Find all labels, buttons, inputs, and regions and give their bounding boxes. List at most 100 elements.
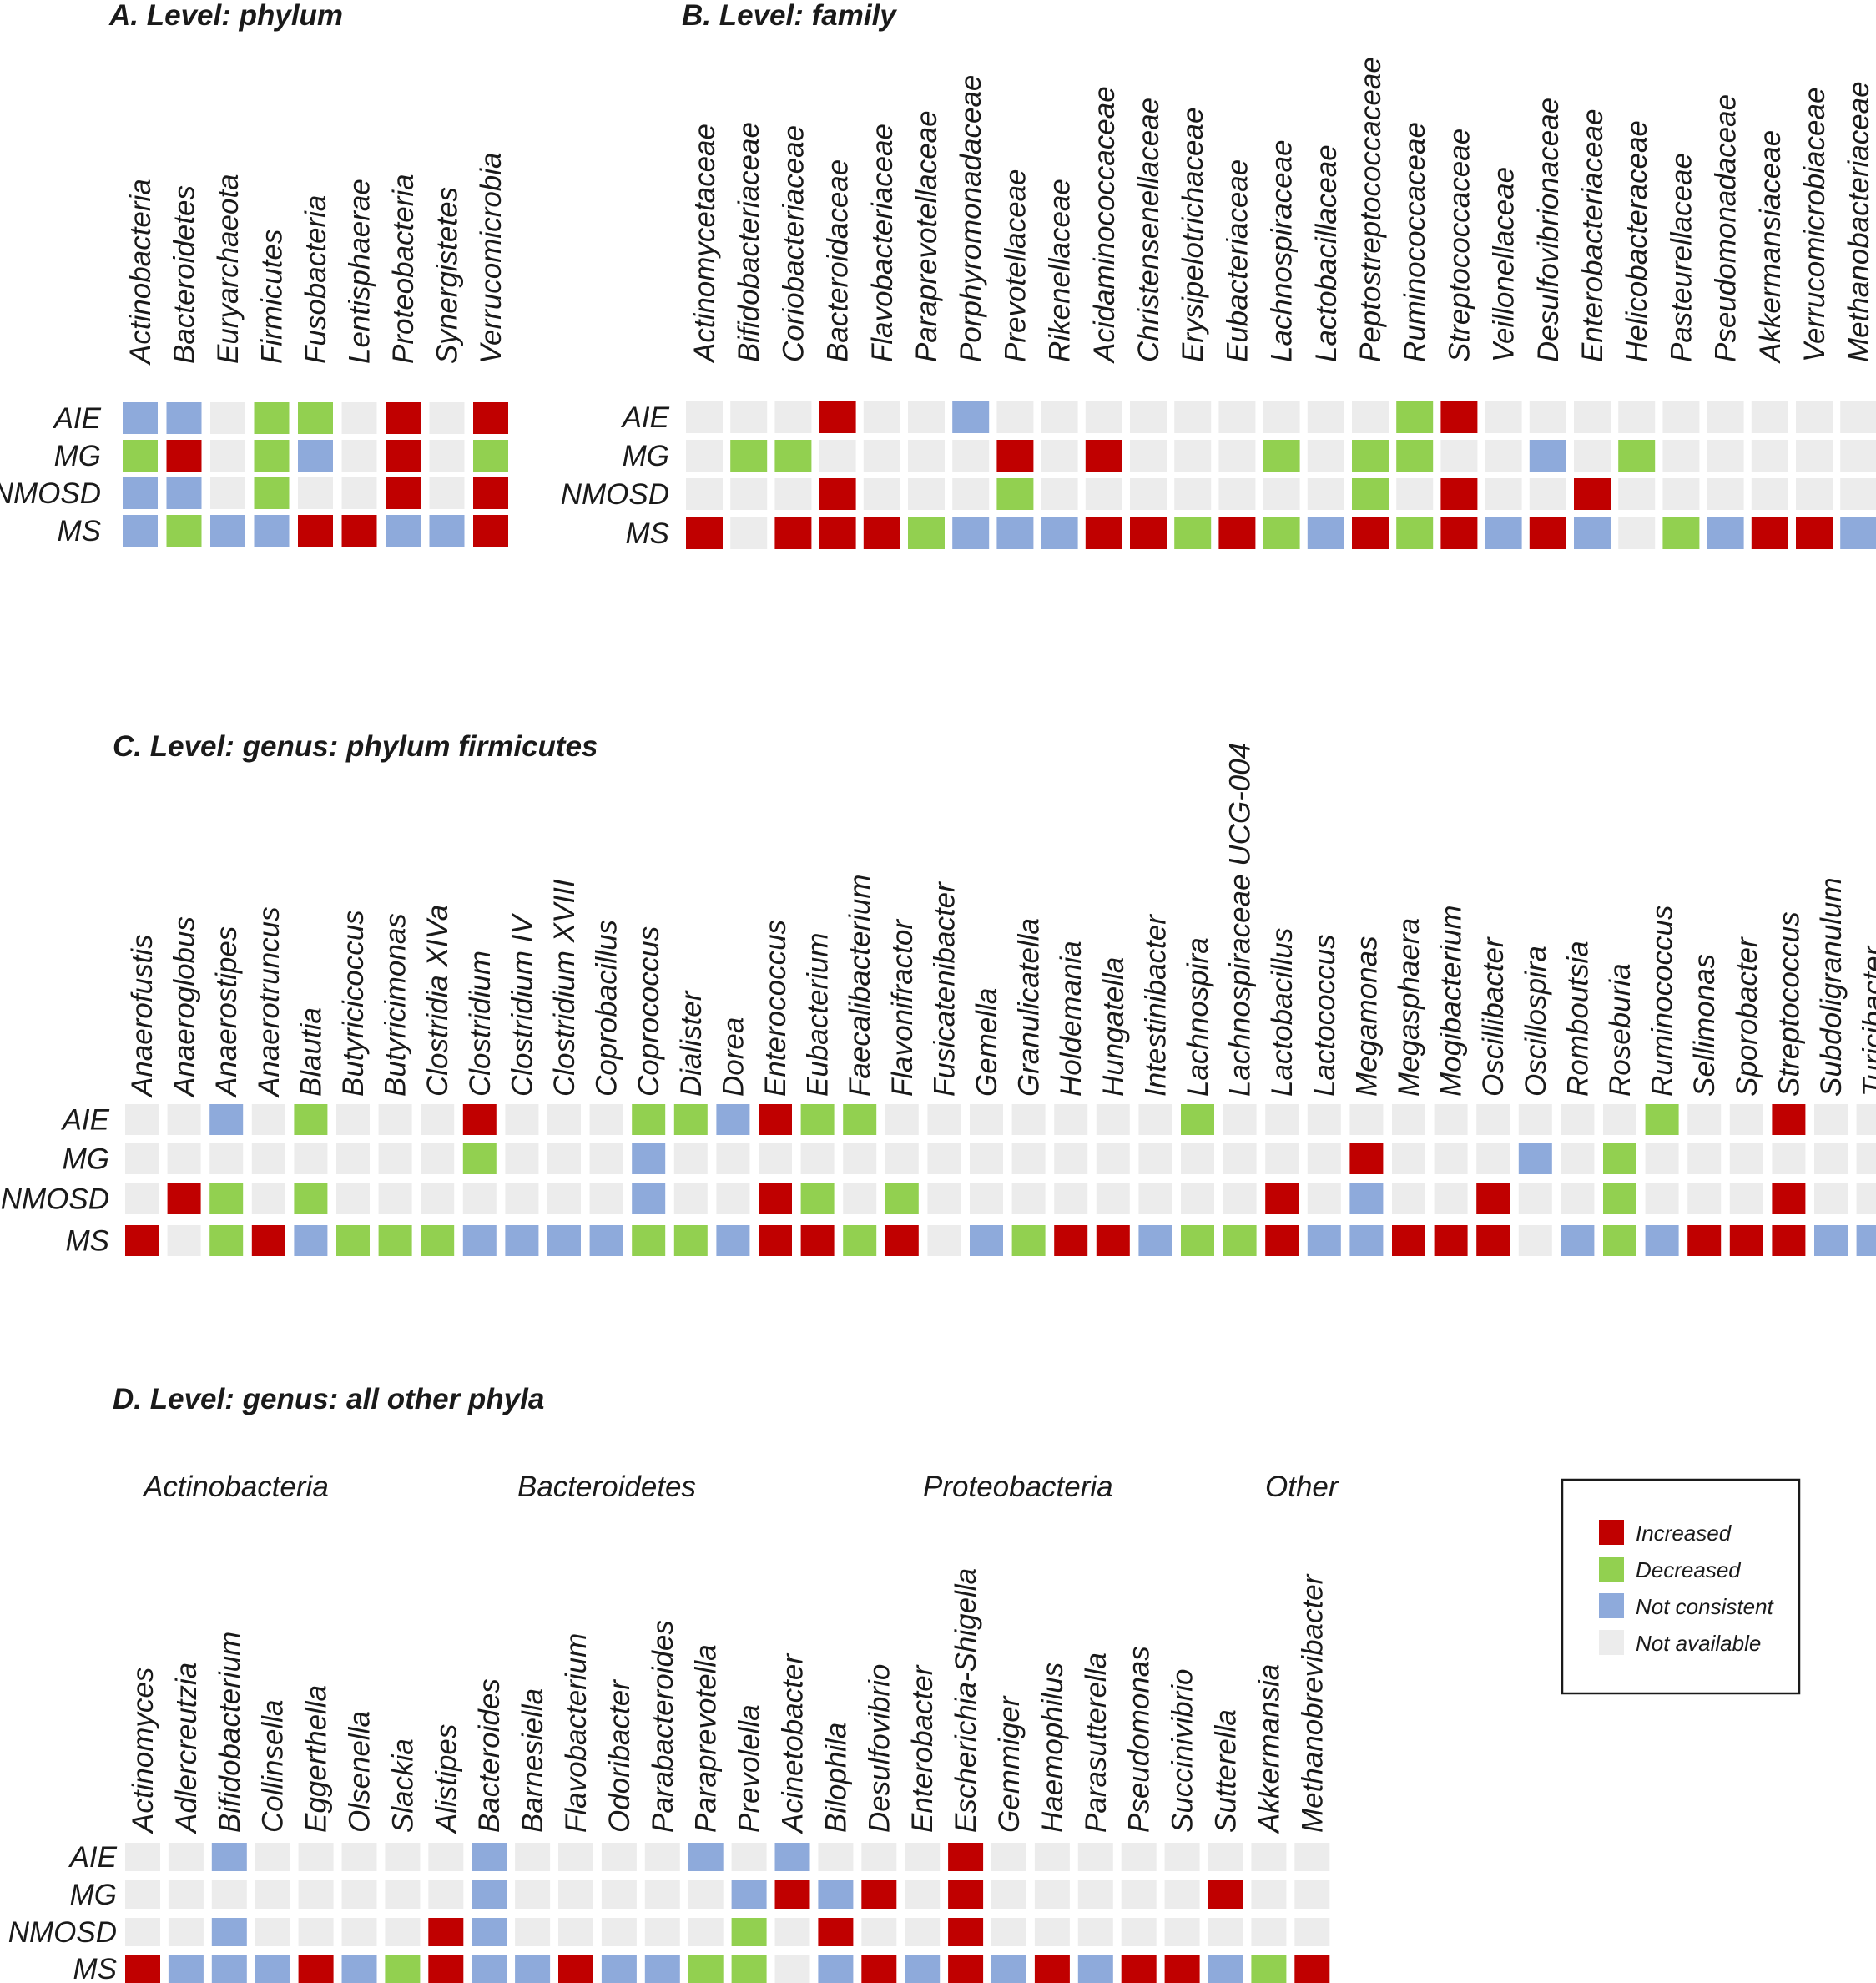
cell-mg-verrucomicrobia — [473, 440, 508, 472]
taxon-label-ruminococcus: Ruminococcus — [1647, 905, 1679, 1097]
cell-aie-porphyromonadaceae — [952, 401, 990, 433]
cell-mg-anaerofustis — [125, 1143, 159, 1174]
cell-ms-verrucomicrobiaceae — [1796, 517, 1833, 549]
cell-nmosd-clostridium-iv — [505, 1183, 539, 1214]
cell-mg-fusobacteria — [298, 440, 333, 472]
cell-aie-enterococcus — [759, 1104, 792, 1135]
cell-mg-oscillospira — [1518, 1143, 1552, 1174]
taxon-label-olsenella: Olsenella — [344, 1711, 376, 1833]
cell-mg-eubacterium — [800, 1143, 835, 1174]
cell-ms-enterococcus — [759, 1225, 792, 1256]
cell-ms-butyricimonas — [378, 1225, 412, 1256]
taxon-label-rikenellaceae: Rikenellaceae — [1044, 179, 1077, 362]
cell-mg-streptococcaceae — [1440, 440, 1478, 472]
cell-mg-lactobacillus — [1265, 1143, 1299, 1174]
row-label-ms: MS — [73, 1953, 118, 1983]
taxon-label-euryarchaeota: Euryarchaeota — [212, 174, 245, 364]
cell-mg-olsenella — [341, 1880, 377, 1909]
cell-aie-lactobacillaceae — [1307, 401, 1344, 433]
taxon-label-actinomycetaceae: Actinomycetaceae — [688, 124, 721, 364]
row-label-mg: MG — [70, 1879, 117, 1911]
cell-aie-akkermansia — [1251, 1843, 1287, 1871]
cell-nmosd-anaerostipes — [209, 1183, 244, 1214]
cell-ms-euryarchaeota — [210, 515, 245, 547]
taxon-label-turicibacter: Turicibacter — [1858, 945, 1876, 1097]
cell-ms-eubacterium — [800, 1225, 835, 1256]
taxon-label-succinivibrio: Succinivibrio — [1167, 1669, 1199, 1833]
cell-mg-romboutsia — [1561, 1143, 1595, 1174]
cell-nmosd-verrucomicrobiaceae — [1796, 478, 1833, 510]
cell-mg-parabacteroides — [644, 1880, 680, 1909]
cell-aie-coriobacteriaceae — [774, 401, 812, 433]
cell-ms-streptococcus — [1772, 1225, 1806, 1256]
taxon-label-coprococcus: Coprococcus — [633, 926, 665, 1097]
group-label-bacteroidetes: Bacteroidetes — [517, 1471, 696, 1503]
cell-aie-sellimonas — [1687, 1104, 1722, 1135]
cell-ms-lactobacillaceae — [1307, 517, 1344, 549]
cell-mg-veillonellaceae — [1485, 440, 1522, 472]
taxon-label-clostridia-xiva: Clostridia XIVa — [421, 905, 454, 1097]
cell-ms-slackia — [385, 1955, 421, 1983]
cell-nmosd-fusicatenibacter — [927, 1183, 961, 1214]
cell-ms-clostridium-iv — [505, 1225, 539, 1256]
cell-mg-escherichia-shigella — [948, 1880, 984, 1909]
cell-ms-sutterella — [1208, 1955, 1243, 1983]
cell-ms-roseburia — [1603, 1225, 1636, 1256]
cell-ms-dorea — [716, 1225, 750, 1256]
taxon-label-lachnospira: Lachnospira — [1182, 937, 1214, 1097]
cell-aie-anaerotruncus — [251, 1104, 285, 1135]
legend: Increased Decreased Not consistent Not a… — [1561, 1478, 1801, 1695]
row-label-ms: MS — [66, 1225, 110, 1258]
taxon-label-prevotellaceae: Prevotellaceae — [999, 169, 1031, 362]
taxon-label-romboutsia: Romboutsia — [1561, 941, 1594, 1097]
cell-ms-oscillibacter — [1476, 1225, 1510, 1256]
cell-aie-coprobacillus — [589, 1104, 623, 1135]
cell-aie-flavobacterium — [558, 1843, 593, 1871]
cell-aie-lentisphaerae — [341, 402, 377, 434]
cell-nmosd-methanobrevibacter — [1294, 1918, 1330, 1946]
cell-aie-bilophila — [818, 1843, 854, 1871]
cell-aie-lactococcus — [1307, 1104, 1341, 1135]
cell-ms-veillonellaceae — [1485, 517, 1522, 549]
taxon-label-prevolella: Prevolella — [734, 1704, 766, 1833]
cell-aie-lachnospira — [1181, 1104, 1214, 1135]
cell-nmosd-gemella — [970, 1183, 1003, 1214]
cell-nmosd-odoribacter — [601, 1918, 637, 1946]
taxon-label-porphyromonadaceae: Porphyromonadaceae — [955, 75, 987, 362]
cell-ms-acinetobacter — [774, 1955, 810, 1983]
cell-nmosd-eubacterium — [800, 1183, 835, 1214]
cell-ms-granulicatella — [1011, 1225, 1046, 1256]
taxon-label-sporobacter: Sporobacter — [1731, 936, 1763, 1097]
row-label-aie: AIE — [621, 401, 670, 434]
cell-ms-porphyromonadaceae — [952, 517, 990, 549]
cell-mg-alistipes — [428, 1880, 464, 1909]
cell-aie-eubacterium — [800, 1104, 835, 1135]
cell-mg-actinomyces — [125, 1880, 160, 1909]
cell-ms-clostridium — [462, 1225, 497, 1256]
taxon-label-paraprevotella: Paraprevotella — [690, 1644, 723, 1833]
cell-nmosd-holdemania — [1054, 1183, 1088, 1214]
cell-ms-turicibacter — [1856, 1225, 1876, 1256]
cell-nmosd-bacteroides — [472, 1918, 507, 1946]
taxon-label-lactobacillaceae: Lactobacillaceae — [1310, 144, 1343, 362]
cell-aie-fusobacteria — [298, 402, 333, 434]
cell-ms-lachnospiraceae — [1263, 517, 1300, 549]
cell-ms-paraprevotellaceae — [908, 517, 945, 549]
cell-ms-bifidobacteriaceae — [730, 517, 768, 549]
cell-aie-anaerostipes — [209, 1104, 244, 1135]
cell-ms-enterobacteriaceae — [1574, 517, 1611, 549]
taxon-label-verrucomicrobia: Verrucomicrobia — [475, 152, 507, 364]
cell-ms-haemophilus — [1034, 1955, 1070, 1983]
cell-aie-sporobacter — [1729, 1104, 1763, 1135]
taxon-label-bilophila: Bilophila — [819, 1723, 852, 1833]
cell-nmosd-megasphaera — [1392, 1183, 1425, 1214]
cell-nmosd-ruminococcaceae — [1396, 478, 1434, 510]
cell-ms-verrucomicrobia — [473, 515, 508, 547]
panel-c-heatmap: AIE MG NMOSD MS Anaerofustis Anaeroglobus Anae… — [1, 743, 1876, 1258]
cell-nmosd-paraprevotellaceae — [908, 478, 945, 510]
taxon-label-enterobacteriaceae: Enterobacteriaceae — [1576, 108, 1609, 362]
cell-aie-clostridium-xviii — [547, 1104, 581, 1135]
cell-nmosd-oscillibacter — [1476, 1183, 1510, 1214]
row-label-aie: AIE — [61, 1104, 110, 1137]
